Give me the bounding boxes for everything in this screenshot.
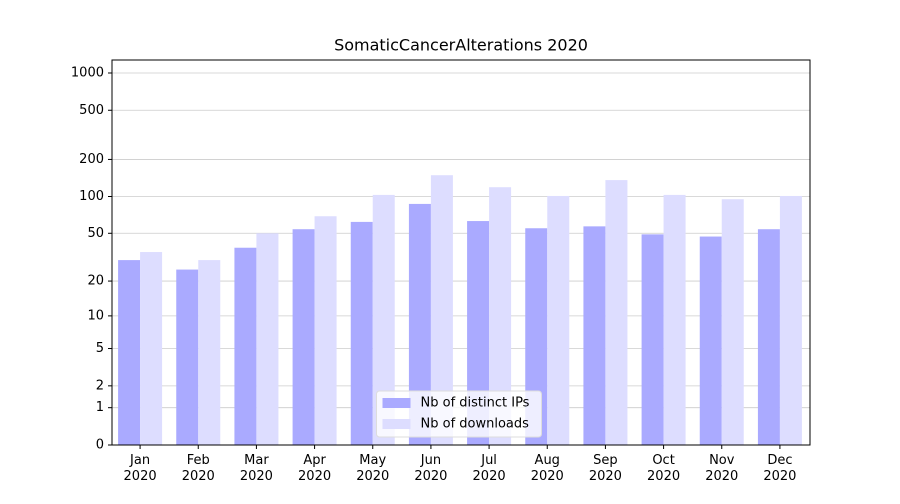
y-tick-label: 50 — [87, 226, 104, 241]
legend-label: Nb of distinct IPs — [421, 396, 530, 411]
y-tick-label: 10 — [87, 308, 104, 323]
bar — [663, 194, 686, 445]
x-tick-label: Jul 2020 — [472, 453, 506, 484]
bar — [198, 260, 221, 445]
x-tick-label: Dec 2020 — [763, 453, 797, 484]
bar — [547, 195, 570, 445]
y-tick-label: 1000 — [71, 65, 104, 80]
bar — [699, 236, 722, 445]
x-tick-label: Oct 2020 — [647, 453, 681, 484]
bar — [605, 180, 628, 445]
bar — [118, 260, 141, 445]
x-tick-label: Jan 2020 — [123, 453, 157, 484]
legend-swatch — [382, 419, 411, 429]
bar — [292, 229, 315, 445]
bar — [583, 226, 606, 445]
bar — [140, 252, 163, 445]
bar — [176, 269, 199, 445]
x-tick-label: Mar 2020 — [239, 453, 273, 484]
bar — [489, 187, 512, 445]
bar — [234, 247, 257, 445]
y-tick-label: 5 — [96, 341, 104, 356]
bar — [256, 233, 279, 445]
x-tick-label: Nov 2020 — [705, 453, 739, 484]
x-tick-label: Jun 2020 — [414, 453, 448, 484]
bar — [467, 221, 490, 445]
x-tick-label: Apr 2020 — [298, 453, 332, 484]
y-tick-label: 100 — [79, 189, 104, 204]
chart-title: SomaticCancerAlterations 2020 — [334, 36, 588, 55]
plot-frame — [111, 59, 811, 446]
y-tick-label: 20 — [87, 274, 104, 289]
y-tick-label: 2 — [96, 378, 104, 393]
bar — [314, 216, 337, 445]
bar — [721, 199, 744, 445]
x-tick-label: Aug 2020 — [530, 453, 564, 484]
bar — [350, 221, 373, 445]
bar — [430, 175, 453, 445]
bar — [779, 195, 802, 445]
bar — [372, 194, 395, 445]
y-tick-label: 200 — [79, 152, 104, 167]
legend-box — [376, 390, 542, 438]
legend-swatch — [382, 398, 411, 408]
bar — [757, 229, 780, 445]
legend-label: Nb of downloads — [421, 417, 530, 432]
x-tick-label: May 2020 — [356, 453, 390, 484]
bar — [408, 203, 431, 445]
x-tick-label: Sep 2020 — [588, 453, 622, 484]
y-tick-label: 500 — [79, 103, 104, 118]
x-tick-label: Feb 2020 — [181, 453, 215, 484]
bar — [641, 234, 664, 445]
y-tick-label: 1 — [96, 400, 104, 415]
y-tick-label: 0 — [96, 438, 104, 453]
